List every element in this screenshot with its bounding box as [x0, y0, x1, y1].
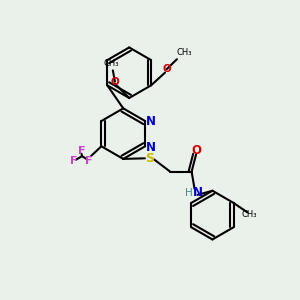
Text: N: N	[193, 186, 202, 199]
Text: F: F	[70, 156, 77, 166]
Text: F: F	[78, 146, 85, 156]
Text: O: O	[191, 143, 201, 157]
Text: CH₃: CH₃	[241, 210, 257, 219]
Text: CH₃: CH₃	[176, 48, 191, 57]
Text: N: N	[146, 115, 155, 128]
Text: S: S	[145, 152, 154, 165]
Text: O: O	[162, 64, 171, 74]
Text: N: N	[146, 141, 155, 154]
Text: O: O	[111, 76, 119, 87]
Text: H: H	[185, 188, 193, 197]
Text: F: F	[85, 156, 92, 166]
Text: CH₃: CH₃	[104, 59, 119, 68]
